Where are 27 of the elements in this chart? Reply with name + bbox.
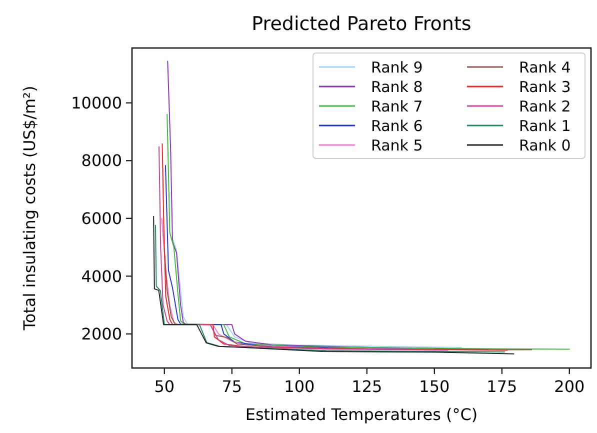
legend-label: Rank 1 xyxy=(519,116,571,135)
legend-label: Rank 9 xyxy=(371,58,423,76)
legend-label: Rank 2 xyxy=(519,97,571,116)
line-series xyxy=(166,114,570,350)
x-tick-label: 75 xyxy=(222,377,242,396)
x-tick-label: 200 xyxy=(554,377,585,396)
y-tick-label: 8000 xyxy=(81,151,122,170)
x-axis-title: Estimated Temperatures (°C) xyxy=(245,405,478,424)
legend-label: Rank 3 xyxy=(519,78,571,96)
legend-label: Rank 7 xyxy=(371,97,423,116)
y-axis-title: Total insulating costs (US$/m²) xyxy=(20,86,39,332)
chart-title: Predicted Pareto Fronts xyxy=(252,13,472,35)
x-tick-label: 150 xyxy=(419,377,450,396)
x-tick-label: 100 xyxy=(284,377,315,396)
y-tick-label: 10000 xyxy=(71,93,122,112)
legend-label: Rank 0 xyxy=(519,136,571,154)
y-tick-label: 2000 xyxy=(81,324,122,344)
legend-label: Rank 6 xyxy=(371,116,423,135)
legend-label: Rank 4 xyxy=(519,58,571,76)
x-tick-label: 50 xyxy=(154,377,175,396)
legend-label: Rank 5 xyxy=(371,136,423,154)
x-tick-label: 175 xyxy=(486,377,518,396)
legend-label: Rank 8 xyxy=(371,78,423,96)
x-tick-label: 125 xyxy=(352,377,382,396)
y-tick-label: 4000 xyxy=(81,266,122,286)
line-series xyxy=(172,238,462,348)
y-tick-label: 6000 xyxy=(81,208,122,228)
